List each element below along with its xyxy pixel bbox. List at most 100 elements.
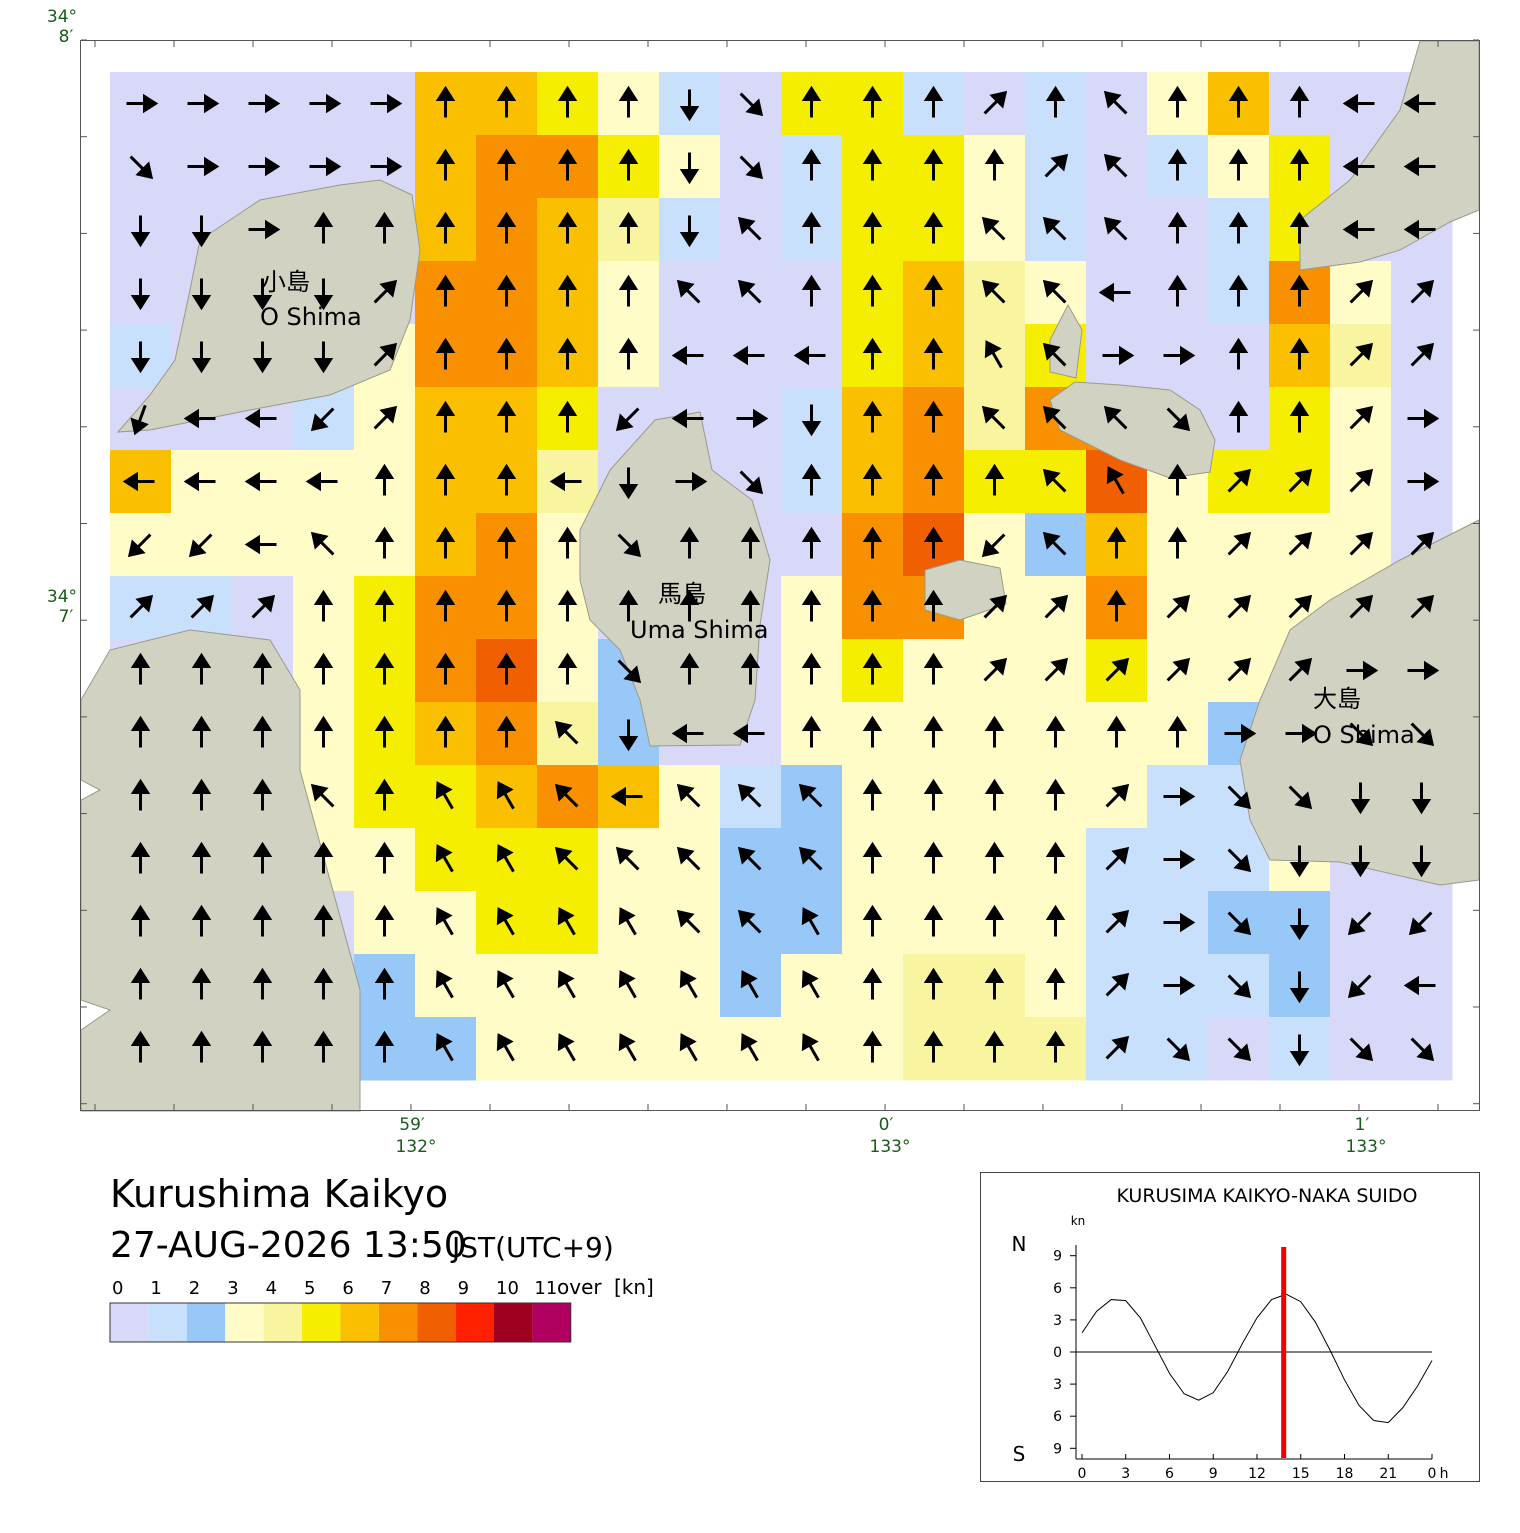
y-tick-label: 6 [1053,1409,1062,1425]
current-arrow [370,156,403,177]
current-arrow [252,715,273,748]
current-arrow [1288,594,1313,619]
current-arrow [923,337,944,370]
current-arrow [374,967,395,1000]
legend-swatch [532,1303,571,1342]
current-arrow [1411,782,1432,815]
current-arrow [1407,660,1440,681]
current-arrow [1044,153,1069,178]
current-arrow [737,216,762,241]
land-islet [924,559,1007,621]
current-arrow [984,463,1005,496]
current-arrow [1227,974,1252,999]
current-arrow [374,1030,395,1063]
current-arrow [1288,785,1313,810]
frame-ticks [81,39,1479,1110]
x-tick-label: 0 [1078,1466,1087,1482]
current-arrow [435,337,456,370]
tide-frame [980,1172,1480,1482]
current-arrow [862,274,883,307]
current-arrow [1045,778,1066,811]
current-arrow [244,471,277,492]
legend-label: 7 [381,1278,392,1299]
current-arrow [862,715,883,748]
current-arrow [981,533,1006,558]
current-arrow [374,526,395,559]
current-arrow [1228,400,1249,433]
current-arrow [313,652,334,685]
current-arrow [1227,468,1252,493]
current-arrow [1102,345,1135,366]
current-arrow [496,274,517,307]
current-arrow [496,337,517,370]
current-arrow [737,279,762,304]
legend-unit: [kn] [614,1275,654,1299]
current-arrow [313,278,334,311]
current-arrow [252,652,273,685]
x-unit: h [1440,1466,1449,1482]
current-arrow [557,907,576,936]
current-arrow [435,463,456,496]
x-tick-label: 3 [1121,1466,1130,1482]
current-arrow [374,715,395,748]
current-arrow [557,400,578,433]
current-arrow [617,659,642,684]
current-arrow [1228,274,1249,307]
current-arrow [801,274,822,307]
legend-swatch [186,1303,226,1342]
legend-border [109,1302,572,1343]
current-arrow [435,781,454,810]
current-arrow [1349,531,1374,556]
current-arrow [1105,783,1130,808]
current-arrow [862,1030,883,1063]
current-arrow [671,345,704,366]
current-arrow [984,1030,1005,1063]
current-arrow [923,463,944,496]
current-arrow [496,148,517,181]
current-arrow [618,85,639,118]
current-arrow [310,407,335,432]
current-arrow [1408,911,1433,936]
current-arrow [557,337,578,370]
current-arrow [435,715,456,748]
current-arrow [679,652,700,685]
current-arrow [1227,848,1252,873]
current-arrow [554,783,579,808]
current-arrow [801,463,822,496]
current-arrow [1227,531,1252,556]
current-arrow [615,407,640,432]
current-arrow [1403,219,1436,240]
current-arrow [1342,219,1375,240]
current-arrow [1228,211,1249,244]
current-arrow [126,93,159,114]
x-tick-label: 18 [1336,1466,1354,1482]
current-arrow [435,907,454,936]
legend-label: 1 [150,1278,161,1299]
current-arrow [252,341,273,374]
current-arrow [557,526,578,559]
current-arrow [191,715,212,748]
current-arrow [1410,279,1435,304]
place-ja: 馬島 [658,580,706,608]
current-arrow [737,846,762,871]
legend-swatch [340,1303,379,1342]
current-arrow [740,652,761,685]
current-arrow [862,904,883,937]
current-arrow [496,463,517,496]
current-arrow [862,841,883,874]
current-arrow [1167,715,1188,748]
current-arrow [435,211,456,244]
current-arrow [1042,468,1067,493]
current-arrow [496,211,517,244]
x-tick-label: 0 [1428,1466,1437,1482]
current-arrow [862,148,883,181]
current-arrow [617,533,642,558]
current-arrow [188,533,213,558]
tide-curve [1081,1293,1433,1424]
south-label: S [1013,1442,1026,1466]
current-arrow [862,463,883,496]
current-arrow [676,783,701,808]
current-arrow [1227,911,1252,936]
current-arrow [801,526,822,559]
